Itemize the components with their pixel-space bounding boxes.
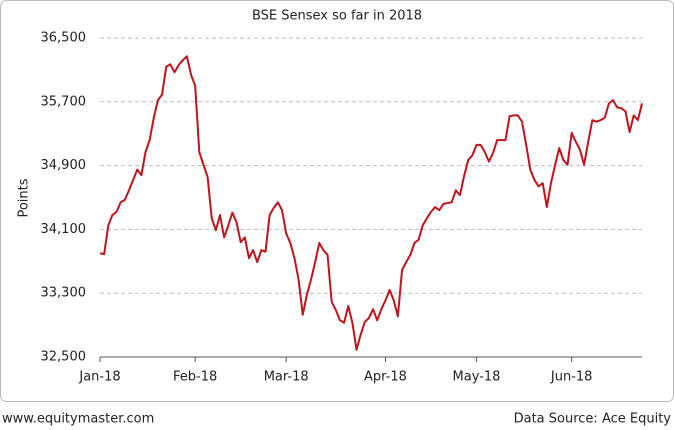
- chart-title: BSE Sensex so far in 2018: [252, 9, 422, 24]
- x-tick-label: May-18: [453, 370, 501, 385]
- x-tick-label: Jun-18: [550, 370, 593, 385]
- y-axis-label: Points: [17, 178, 32, 217]
- x-tick-label: Apr-18: [364, 370, 407, 385]
- y-tick-label: 35,700: [41, 94, 87, 109]
- footer-right: Data Source: Ace Equity: [514, 412, 672, 427]
- y-tick-label: 34,900: [41, 158, 87, 173]
- footer-left: www.equitymaster.com: [2, 412, 154, 427]
- line: [99, 55, 643, 351]
- x-tick-label: Feb-18: [173, 370, 217, 385]
- y-tick-label: 34,100: [41, 222, 87, 237]
- y-tick-label: 32,500: [41, 350, 87, 365]
- x-tick-label: Mar-18: [264, 370, 309, 385]
- y-tick-label: 36,500: [41, 31, 87, 46]
- chart-frame: [0, 0, 674, 402]
- y-tick-label: 33,300: [41, 286, 87, 301]
- x-tick-label: Jan-18: [78, 370, 120, 385]
